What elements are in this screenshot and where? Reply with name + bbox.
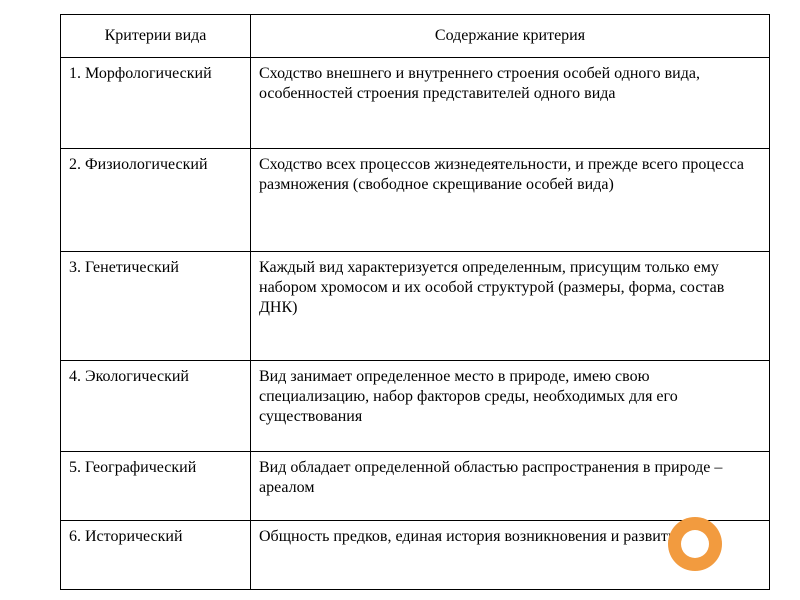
table-row: 2. Физиологический Сходство всех процесс…: [61, 149, 770, 252]
header-criteria: Критерии вида: [61, 15, 251, 58]
cell-criterion: 2. Физиологический: [61, 149, 251, 252]
cell-criterion: 4. Экологический: [61, 361, 251, 452]
header-content: Содержание критерия: [251, 15, 770, 58]
criteria-table: Критерии вида Содержание критерия 1. Мор…: [60, 14, 770, 590]
cell-content: Сходство внешнего и внутреннего строения…: [251, 58, 770, 149]
cell-content: Сходство всех процессов жизнедеятельност…: [251, 149, 770, 252]
cell-criterion: 6. Исторический: [61, 521, 251, 590]
cell-content: Вид занимает определенное место в природ…: [251, 361, 770, 452]
table-header-row: Критерии вида Содержание критерия: [61, 15, 770, 58]
table-row: 5. Географический Вид обладает определен…: [61, 452, 770, 521]
table-row: 3. Генетический Каждый вид характеризует…: [61, 252, 770, 361]
cell-criterion: 1. Морфологический: [61, 58, 251, 149]
table-row: 4. Экологический Вид занимает определенн…: [61, 361, 770, 452]
table-row: 1. Морфологический Сходство внешнего и в…: [61, 58, 770, 149]
cell-criterion: 3. Генетический: [61, 252, 251, 361]
accent-disc-inner-icon: [681, 530, 709, 558]
cell-content: Каждый вид характеризуется определенным,…: [251, 252, 770, 361]
slide-page: Критерии вида Содержание критерия 1. Мор…: [0, 0, 800, 600]
cell-criterion: 5. Географический: [61, 452, 251, 521]
table-row: 6. Исторический Общность предков, единая…: [61, 521, 770, 590]
cell-content: Вид обладает определенной областью распр…: [251, 452, 770, 521]
